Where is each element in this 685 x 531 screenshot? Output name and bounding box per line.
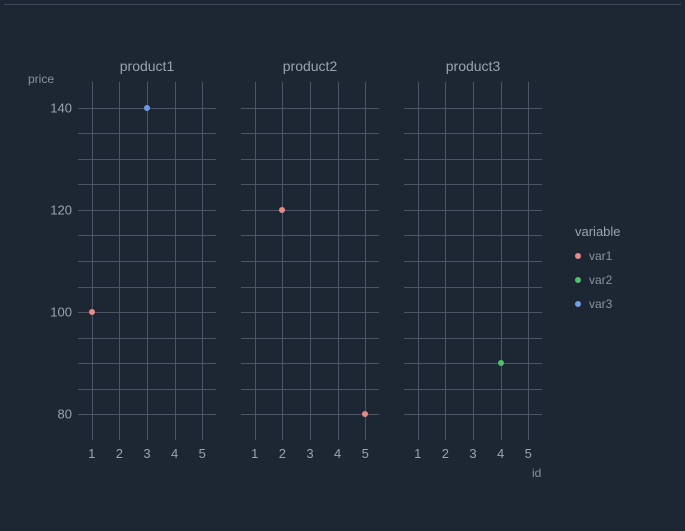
legend-item-var2: var2 bbox=[575, 273, 621, 287]
plot-area: 8010012014012345 bbox=[78, 82, 216, 440]
panel-product1: product18010012014012345 bbox=[78, 82, 216, 440]
xtick-label: 1 bbox=[251, 440, 258, 461]
plot-area: 12345 bbox=[404, 82, 542, 440]
ytick-label: 100 bbox=[50, 305, 78, 320]
xtick-label: 1 bbox=[88, 440, 95, 461]
gridline-v bbox=[255, 82, 256, 440]
data-point bbox=[498, 360, 504, 366]
panel-product3: product312345 bbox=[404, 82, 542, 440]
gridline-v bbox=[282, 82, 283, 440]
ytick-label: 140 bbox=[50, 100, 78, 115]
legend-label: var3 bbox=[589, 297, 612, 311]
gridline-v bbox=[338, 82, 339, 440]
legend-dot-icon bbox=[575, 253, 581, 259]
xtick-label: 1 bbox=[414, 440, 421, 461]
legend-title: variable bbox=[575, 224, 621, 239]
legend-dot-icon bbox=[575, 277, 581, 283]
gridline-v bbox=[92, 82, 93, 440]
data-point bbox=[144, 105, 150, 111]
legend: variable var1 var2 var3 bbox=[575, 224, 621, 321]
ytick-label: 120 bbox=[50, 202, 78, 217]
faceted-scatter-chart: price product18010012014012345product212… bbox=[0, 0, 685, 531]
gridline-v bbox=[175, 82, 176, 440]
xtick-label: 2 bbox=[116, 440, 123, 461]
legend-label: var1 bbox=[589, 249, 612, 263]
data-point bbox=[89, 309, 95, 315]
xtick-label: 4 bbox=[171, 440, 178, 461]
x-axis-label: id bbox=[532, 466, 541, 480]
xtick-label: 5 bbox=[525, 440, 532, 461]
xtick-label: 3 bbox=[143, 440, 150, 461]
gridline-v bbox=[418, 82, 419, 440]
legend-label: var2 bbox=[589, 273, 612, 287]
gridline-v bbox=[202, 82, 203, 440]
panel-title: product2 bbox=[241, 58, 379, 74]
legend-item-var1: var1 bbox=[575, 249, 621, 263]
panel-product2: product212345 bbox=[241, 82, 379, 440]
xtick-label: 5 bbox=[362, 440, 369, 461]
legend-items: var1 var2 var3 bbox=[575, 249, 621, 311]
panel-title: product1 bbox=[78, 58, 216, 74]
ytick-label: 80 bbox=[58, 407, 78, 422]
xtick-label: 5 bbox=[199, 440, 206, 461]
gridline-v bbox=[147, 82, 148, 440]
gridline-v bbox=[528, 82, 529, 440]
gridline-v bbox=[310, 82, 311, 440]
data-point bbox=[279, 207, 285, 213]
panel-title: product3 bbox=[404, 58, 542, 74]
data-point bbox=[362, 411, 368, 417]
legend-item-var3: var3 bbox=[575, 297, 621, 311]
xtick-label: 3 bbox=[469, 440, 476, 461]
gridline-v bbox=[473, 82, 474, 440]
gridline-v bbox=[119, 82, 120, 440]
xtick-label: 4 bbox=[497, 440, 504, 461]
gridline-v bbox=[445, 82, 446, 440]
plot-area: 12345 bbox=[241, 82, 379, 440]
legend-dot-icon bbox=[575, 301, 581, 307]
gridline-v bbox=[365, 82, 366, 440]
xtick-label: 2 bbox=[279, 440, 286, 461]
xtick-label: 3 bbox=[306, 440, 313, 461]
y-axis-label: price bbox=[28, 72, 54, 86]
gridline-v bbox=[501, 82, 502, 440]
xtick-label: 4 bbox=[334, 440, 341, 461]
xtick-label: 2 bbox=[442, 440, 449, 461]
